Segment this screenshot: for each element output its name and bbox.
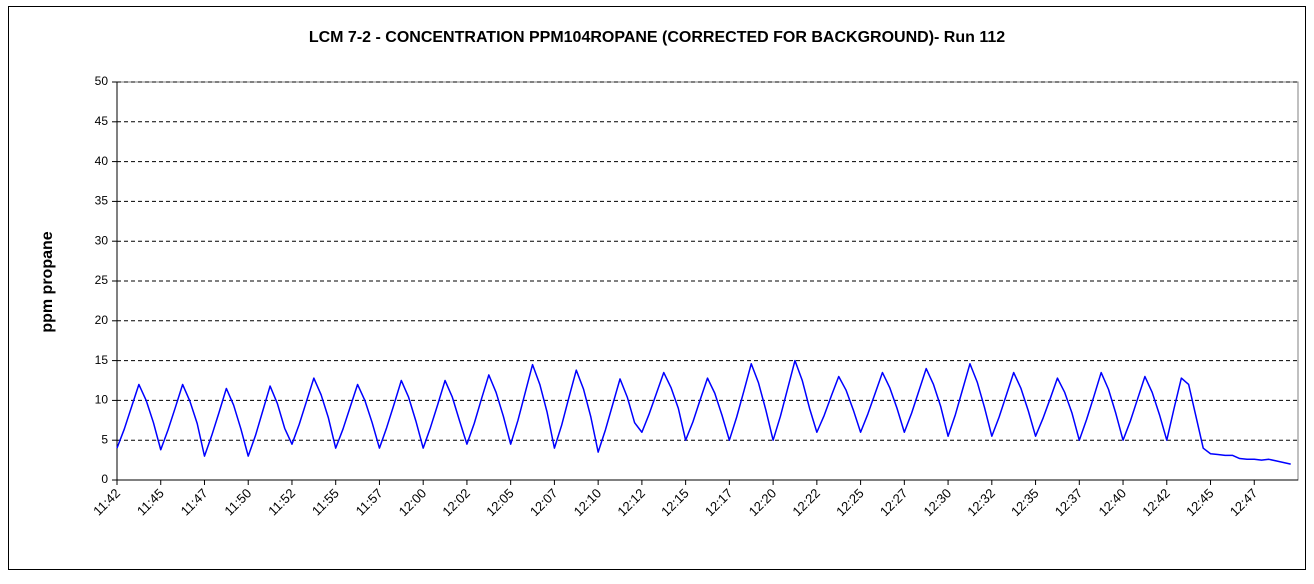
y-axis-label: ppm propane: [39, 231, 56, 332]
y-tick-label: 0: [101, 472, 108, 486]
y-tick-label: 50: [95, 74, 109, 88]
y-tick-label: 25: [95, 273, 109, 287]
y-tick-label: 30: [95, 233, 109, 247]
y-tick-label: 10: [95, 393, 109, 407]
y-tick-label: 5: [101, 432, 108, 446]
chart-title: LCM 7-2 - CONCENTRATION PPM104ROPANE (CO…: [309, 29, 1005, 46]
y-tick-label: 45: [95, 114, 109, 128]
y-tick-label: 20: [95, 313, 109, 327]
y-tick-label: 40: [95, 154, 109, 168]
y-tick-label: 35: [95, 194, 109, 208]
y-tick-label: 15: [95, 353, 109, 367]
data-line: [116, 359, 1291, 465]
